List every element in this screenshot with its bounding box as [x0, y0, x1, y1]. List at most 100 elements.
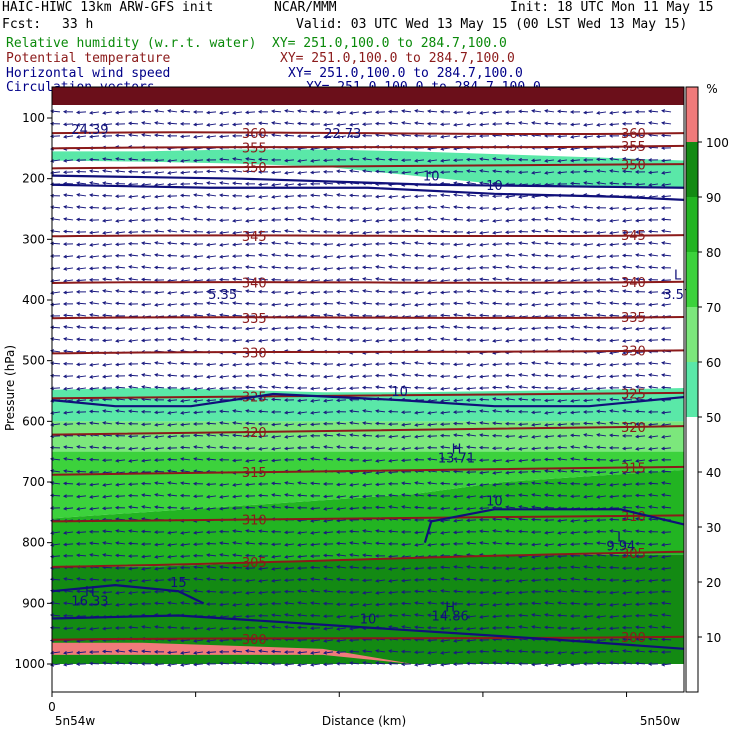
field-theta-xy: XY= 251.0,100.0 to 284.7,100.0 [280, 51, 515, 66]
x-left-label: 5n54w [55, 714, 96, 728]
colorbar-band [686, 142, 698, 197]
wind-contour-label: 10 [486, 494, 503, 509]
theta-label: 300 [621, 631, 646, 646]
extremum-annotation: 16.33 [71, 594, 108, 609]
colorbar-tick-label: 70 [706, 301, 721, 315]
colorbar-tick-label: 60 [706, 356, 721, 370]
y-tick-label: 1000 [14, 657, 45, 671]
theta-label: 355 [621, 140, 646, 155]
colorbar-tick-label: 40 [706, 466, 721, 480]
theta-contour-330 [51, 349, 685, 355]
field-rh-xy: XY= 251.0,100.0 to 284.7,100.0 [272, 36, 507, 51]
wind-contour-label: 10 [391, 385, 408, 400]
theta-label: 300 [242, 633, 267, 648]
ground-mask [52, 664, 684, 692]
field-theta-name: Potential temperature [6, 51, 171, 66]
y-tick-label: 800 [22, 536, 45, 550]
theta-label: 345 [242, 230, 267, 245]
theta-label: 305 [621, 547, 646, 562]
wind-vector-field [49, 109, 672, 667]
model-title: HAIC-HIWC 13km ARW-GFS init [2, 0, 214, 15]
theta-contour-340 [51, 280, 685, 285]
colorbar-band [686, 362, 698, 417]
colorbar-band [686, 252, 698, 307]
theta-contour-325 [51, 391, 685, 400]
y-tick-label: 400 [22, 293, 45, 307]
fcst-value: 33 h [62, 17, 94, 32]
rh-region-0 [52, 149, 684, 188]
theta-contour-350 [51, 163, 685, 170]
theta-contour-310 [51, 514, 685, 523]
colorbar-tick-label: 50 [706, 411, 721, 425]
y-tick-label: 900 [22, 596, 45, 610]
theta-label: 315 [621, 461, 646, 476]
theta-label: 325 [242, 391, 267, 406]
x-start-label: 0 [48, 700, 56, 714]
theta-label: 340 [242, 277, 267, 292]
y-tick-label: 300 [22, 232, 45, 246]
extremum-annotation: 13.71 [438, 452, 475, 467]
wind-contour-5 [423, 508, 685, 543]
theta-label: 330 [242, 346, 267, 361]
wind-contour-0 [51, 392, 685, 408]
colorbar-frame [685, 86, 699, 693]
colorbar-tick-label: 90 [706, 191, 721, 205]
theta-label: 310 [242, 513, 267, 528]
y-tick-label: 600 [22, 414, 45, 428]
theta-contour-300 [51, 635, 685, 641]
extremum-annotation: 22.73 [324, 127, 361, 142]
colorbar-unit: % [706, 82, 717, 96]
extremum-annotation: 9.94 [606, 540, 635, 555]
theta-contour-360 [51, 131, 685, 136]
fcst-label: Fcst: [2, 17, 42, 32]
colorbar-band [686, 307, 698, 362]
upper-theta-band [52, 87, 684, 105]
theta-label: 340 [621, 276, 646, 291]
extremum-annotation: 3.57 [663, 288, 692, 303]
theta-label: 355 [242, 142, 267, 157]
wind-contour-label: 10 [423, 170, 440, 185]
field-wind-name: Horizontal wind speed [6, 66, 171, 81]
theta-contour-355 [51, 144, 685, 150]
wind-contour-3 [51, 584, 205, 605]
x-axis-title: Distance (km) [322, 714, 406, 728]
wind-contour-2 [51, 174, 685, 189]
valid-time: Valid: 03 UTC Wed 13 May 15 (00 LST Wed … [296, 17, 688, 32]
y-tick-label: 200 [22, 172, 45, 186]
colorbar-band [686, 197, 698, 252]
y-tick-label: 700 [22, 475, 45, 489]
theta-contour-335 [51, 315, 685, 320]
field-rh-name: Relative humidity (w.r.t. water) [6, 36, 257, 51]
plot-frame [51, 86, 685, 693]
colorbar-band [686, 417, 698, 692]
theta-label: 345 [621, 229, 646, 244]
colorbar-tick-label: 100 [706, 136, 729, 150]
extremum-annotation: H [85, 585, 95, 600]
theta-label: 350 [621, 158, 646, 173]
theta-label: 305 [242, 556, 267, 571]
theta-contour-320 [51, 425, 685, 436]
init-time: Init: 18 UTC Mon 11 May 15 [510, 0, 714, 15]
wind-contour-4 [51, 614, 685, 650]
theta-label: 325 [621, 387, 646, 402]
theta-label: 360 [621, 127, 646, 142]
theta-label: 360 [242, 127, 267, 142]
rh-region-6 [52, 642, 684, 664]
y-axis-title: Pressure (hPa) [3, 345, 17, 431]
extremum-annotation: 5.35 [208, 288, 237, 303]
extremum-annotation: H [452, 443, 462, 458]
theta-contour-345 [51, 234, 685, 238]
y-tick-label: 500 [22, 354, 45, 368]
extremum-annotation: 24.39 [71, 123, 108, 138]
colorbar-tick-label: 80 [706, 246, 721, 260]
wind-contour-label: 15 [170, 576, 187, 591]
theta-contour-305 [51, 550, 685, 568]
x-right-label: 5n50w [640, 714, 681, 728]
colorbar-tick-label: 10 [706, 631, 721, 645]
theta-label: 335 [621, 311, 646, 326]
wind-contour-label: 10 [360, 613, 377, 628]
org-label: NCAR/MMM [274, 0, 337, 15]
theta-label: 315 [242, 466, 267, 481]
colorbar-band [686, 87, 698, 142]
extremum-annotation: L [674, 269, 682, 284]
